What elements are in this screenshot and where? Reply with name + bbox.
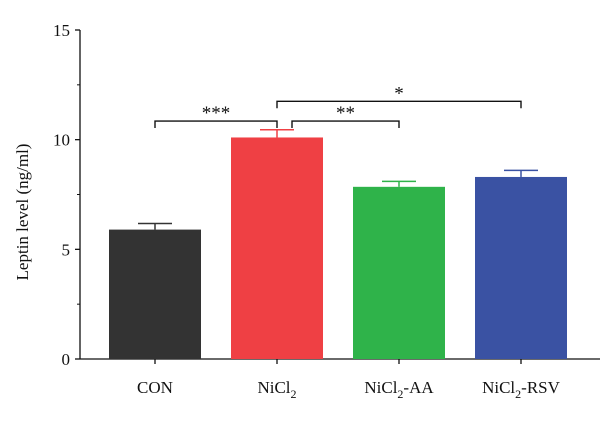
significance-label: **: [336, 103, 355, 124]
bar: [475, 176, 567, 359]
x-tick-label: NiCl2-AA: [364, 378, 434, 401]
y-tick-label: 10: [53, 131, 70, 150]
bar: [109, 229, 201, 359]
bar: [353, 186, 445, 359]
x-tick-label: NiCl2: [257, 378, 296, 401]
y-tick-label: 0: [62, 350, 71, 369]
x-tick-label: NiCl2-RSV: [482, 378, 561, 401]
y-tick-label: 15: [53, 21, 70, 40]
significance-bracket: [154, 120, 278, 129]
x-tick-label: CON: [137, 378, 173, 397]
y-tick-label: 5: [62, 240, 71, 259]
significance-bracket: [291, 120, 400, 129]
bar: [231, 137, 323, 359]
y-axis-ticks: 0 5 10 15: [53, 21, 80, 369]
significance-bracket: [276, 100, 522, 109]
x-axis-ticks: CON NiCl2 NiCl2-AA NiCl2-RSV: [137, 359, 561, 401]
error-bars: [138, 129, 538, 230]
significance-label: ***: [202, 103, 231, 124]
bars: [109, 137, 567, 359]
significance-label: *: [394, 83, 404, 104]
significance-brackets: *** ***: [154, 83, 522, 129]
y-axis-title: Leptin level (ng/ml): [13, 144, 32, 281]
